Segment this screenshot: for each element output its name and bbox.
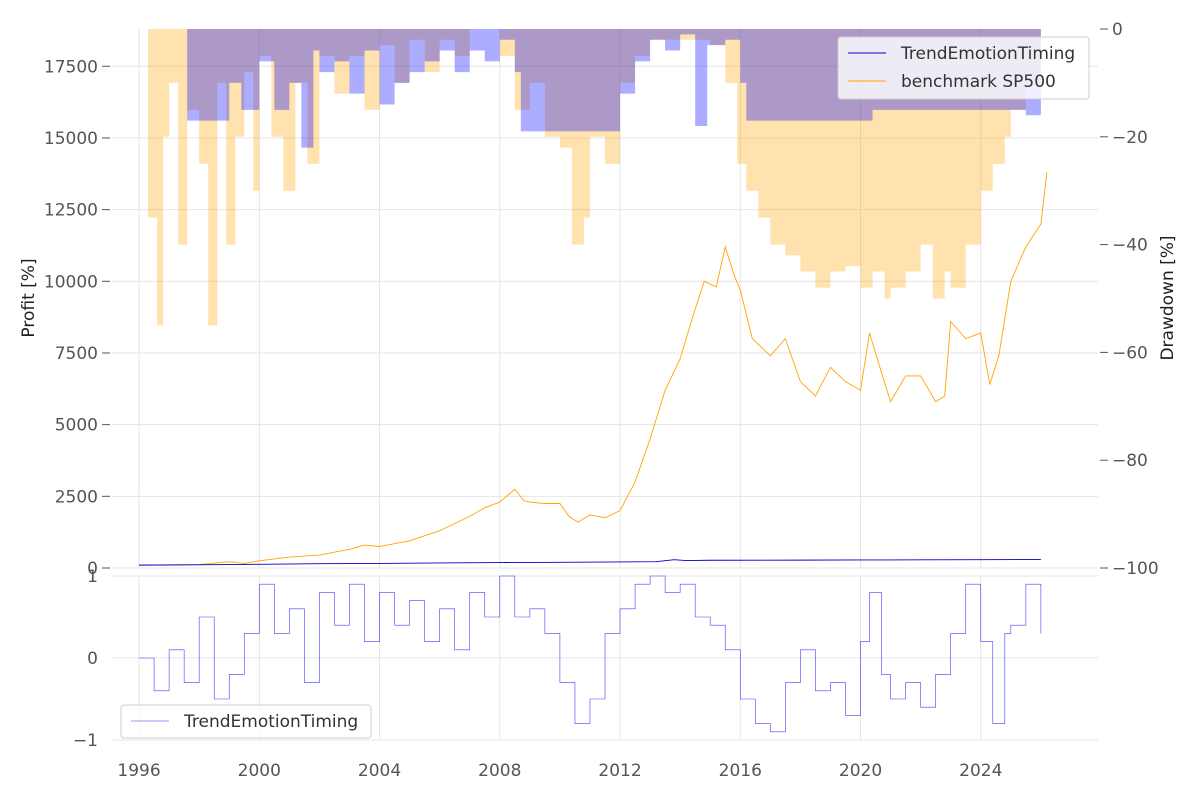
profit-tick-label: 15000: [44, 129, 98, 149]
drawdown-tick-label: −60: [1112, 343, 1148, 363]
legend-label-trendemotiontiming: TrendEmotionTiming: [900, 44, 1075, 64]
timing-signal-axes: 1 0 −1 1996 2000 2004 2008 2012 2016 2020 2024 Tr…: [73, 567, 1098, 781]
x-tick-label: 2024: [959, 761, 1002, 781]
profit-tick-label: 7500: [55, 344, 98, 364]
x-tick-label: 2000: [238, 761, 281, 781]
x-tick-label: 2004: [358, 761, 401, 781]
bottom-legend-frame: [120, 704, 372, 739]
profit-axis-label: Profit [%]: [19, 258, 39, 337]
drawdown-area-trendemotiontiming-drawdown: [139, 29, 1041, 148]
profit-line-benchmark-sp500: [139, 172, 1048, 566]
signal-tick-label: 0: [87, 649, 98, 669]
drawdown-tick-label: −20: [1112, 128, 1148, 148]
profit-tick-label: 5000: [55, 416, 98, 436]
legend-label-benchmark: benchmark SP500: [901, 72, 1056, 92]
profit-grid: [112, 29, 1098, 569]
top-legend-frame: [837, 36, 1090, 100]
signal-tick-label: 1: [87, 567, 98, 587]
drawdown-areas: [139, 29, 1041, 326]
x-tick-label: 2012: [598, 761, 641, 781]
signal-line-trendemotiontiming: [139, 575, 1042, 733]
profit-y-ticks: 0 2500 5000 7500 10000 12500 15000 17500: [44, 57, 110, 579]
x-tick-label: 2016: [719, 761, 762, 781]
x-tick-label: 1996: [117, 761, 160, 781]
x-tick-label: 2020: [839, 761, 882, 781]
drawdown-area-benchmark-sp500-drawdown: [139, 29, 1041, 326]
legend-label-signal: TrendEmotionTiming: [183, 712, 358, 732]
signal-lines: [139, 575, 1042, 733]
profit-tick-label: 17500: [44, 57, 98, 77]
drawdown-y-ticks: 0 −20 −40 −60 −80 −100: [1100, 20, 1159, 579]
drawdown-tick-label: −100: [1112, 559, 1159, 579]
profit-tick-label: 0: [87, 559, 98, 579]
drawdown-tick-label: 0: [1112, 20, 1123, 40]
profit-lines: [139, 172, 1048, 566]
bottom-legend: TrendEmotionTiming: [120, 704, 372, 739]
signal-y-ticks: 1 0 −1: [73, 567, 98, 751]
profit-tick-label: 2500: [55, 487, 98, 507]
profit-drawdown-axes: 0 2500 5000 7500 10000 12500 15000 17500 0 −20 −4…: [19, 20, 1178, 579]
profit-tick-label: 12500: [44, 201, 98, 221]
profit-tick-label: 10000: [44, 272, 98, 292]
profit-line-trendemotiontiming: [139, 558, 1041, 566]
drawdown-axis-label: Drawdown [%]: [1158, 235, 1178, 360]
drawdown-tick-label: −40: [1112, 236, 1148, 256]
x-ticks: 1996 2000 2004 2008 2012 2016 2020 2024: [117, 761, 1002, 781]
drawdown-tick-label: −80: [1112, 451, 1148, 471]
signal-tick-label: −1: [73, 731, 98, 751]
top-legend: TrendEmotionTiming benchmark SP500: [837, 36, 1090, 100]
x-tick-label: 2008: [478, 761, 521, 781]
